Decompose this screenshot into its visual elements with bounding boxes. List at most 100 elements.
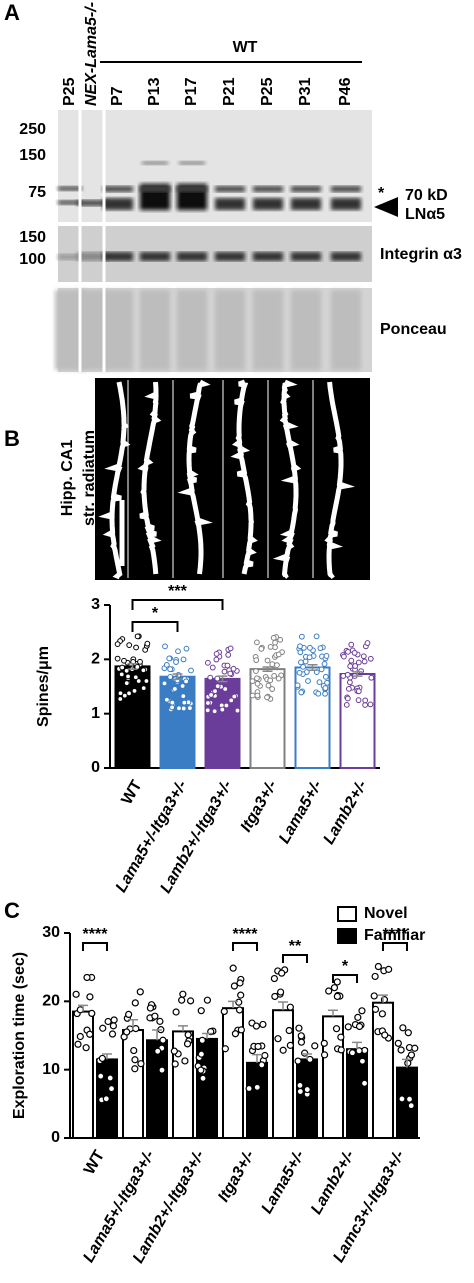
point-decor xyxy=(321,661,328,667)
point-decor xyxy=(253,668,259,675)
point-decor xyxy=(114,641,121,648)
band xyxy=(103,198,133,210)
point-decor xyxy=(154,1047,162,1055)
point-decor xyxy=(178,996,186,1004)
point-decor xyxy=(169,699,176,706)
point-decor xyxy=(74,1040,82,1048)
ponceau-lane xyxy=(177,290,207,370)
point-decor xyxy=(109,1022,117,1030)
point-decor xyxy=(123,1028,131,1036)
point-decor xyxy=(230,982,238,990)
point-decor xyxy=(411,1044,419,1052)
point-decor xyxy=(219,706,226,713)
point-decor xyxy=(171,686,178,692)
point-decor xyxy=(360,653,367,660)
point-decor xyxy=(227,670,234,677)
bar xyxy=(146,1039,168,1139)
point-decor xyxy=(320,1051,329,1059)
band xyxy=(253,186,283,192)
point-decor xyxy=(213,656,220,663)
point-decor xyxy=(332,1025,341,1033)
band xyxy=(103,252,133,261)
y-tick-label: 1 xyxy=(91,705,100,722)
point-decor xyxy=(254,692,261,699)
point-decor xyxy=(385,965,393,973)
point-decor xyxy=(102,1095,110,1103)
asterisk: * xyxy=(378,185,385,202)
point-decor xyxy=(98,1054,106,1063)
y-tick-label: 0 xyxy=(91,759,100,776)
error-bar xyxy=(328,1009,338,1017)
significance-bracket xyxy=(232,942,258,951)
point-decor xyxy=(323,653,330,659)
error-bar xyxy=(402,1058,412,1068)
point-decor xyxy=(337,1033,345,1041)
ponceau-lane xyxy=(140,290,170,370)
point-decor xyxy=(209,664,216,671)
point-decor xyxy=(296,669,303,676)
point-decor xyxy=(265,682,272,689)
point-decor xyxy=(398,1095,406,1103)
point-decor xyxy=(286,1041,294,1049)
y-tick-label: 0 xyxy=(51,1129,60,1146)
point-decor xyxy=(274,1035,282,1043)
point-decor xyxy=(346,679,353,686)
y-tick-label: 2 xyxy=(91,651,100,668)
error-bar xyxy=(152,1029,162,1041)
dendrite-image xyxy=(95,378,370,580)
error-bar xyxy=(228,1000,238,1009)
size-label: 70 kD xyxy=(405,187,448,204)
x-tick-label: WT xyxy=(81,1147,108,1177)
point-decor xyxy=(180,705,187,712)
point-decor xyxy=(197,1066,205,1074)
point-decor xyxy=(187,705,193,711)
marker-label: 150 xyxy=(19,229,46,246)
y-tick-label: 3 xyxy=(91,596,100,613)
point-decor xyxy=(354,1013,362,1021)
error-bar xyxy=(178,1025,188,1032)
point-decor xyxy=(296,1087,304,1096)
point-decor xyxy=(117,690,124,697)
point-decor xyxy=(228,697,235,704)
point-decor xyxy=(348,641,355,648)
point-decor xyxy=(237,991,245,999)
point-decor xyxy=(298,659,304,666)
significance-label: **** xyxy=(233,926,259,943)
error-bar xyxy=(78,1004,88,1012)
point-decor xyxy=(163,661,170,668)
legend-label: Novel xyxy=(364,905,408,922)
ponceau-lane xyxy=(103,290,133,370)
significance-bracket xyxy=(382,942,408,951)
x-tick-label: Lama5+/- xyxy=(276,778,326,847)
point-decor xyxy=(269,661,276,668)
bar xyxy=(296,1058,318,1139)
point-decor xyxy=(224,662,231,669)
point-decor xyxy=(405,1095,414,1103)
dendrite xyxy=(324,381,356,580)
point-decor xyxy=(181,699,188,706)
bar xyxy=(246,1061,268,1140)
point-decor xyxy=(333,992,341,1001)
point-decor xyxy=(117,696,124,702)
point-decor xyxy=(294,682,301,689)
band xyxy=(58,186,82,191)
point-decor xyxy=(222,686,229,692)
point-decor xyxy=(86,993,94,1001)
point-decor xyxy=(295,1024,303,1032)
point-decor xyxy=(315,690,322,697)
point-decor xyxy=(132,674,139,681)
point-decor xyxy=(362,697,369,704)
point-decor xyxy=(121,657,127,664)
point-decor xyxy=(197,1007,205,1015)
y-tick-label: 20 xyxy=(42,993,60,1010)
point-decor xyxy=(355,697,362,704)
point-decor xyxy=(348,1049,357,1057)
error-bar xyxy=(102,1053,112,1060)
point-decor xyxy=(322,690,328,697)
bar xyxy=(159,675,196,769)
point-decor xyxy=(181,1057,189,1065)
point-decor xyxy=(368,674,375,681)
point-decor xyxy=(267,677,274,684)
band xyxy=(331,186,361,192)
